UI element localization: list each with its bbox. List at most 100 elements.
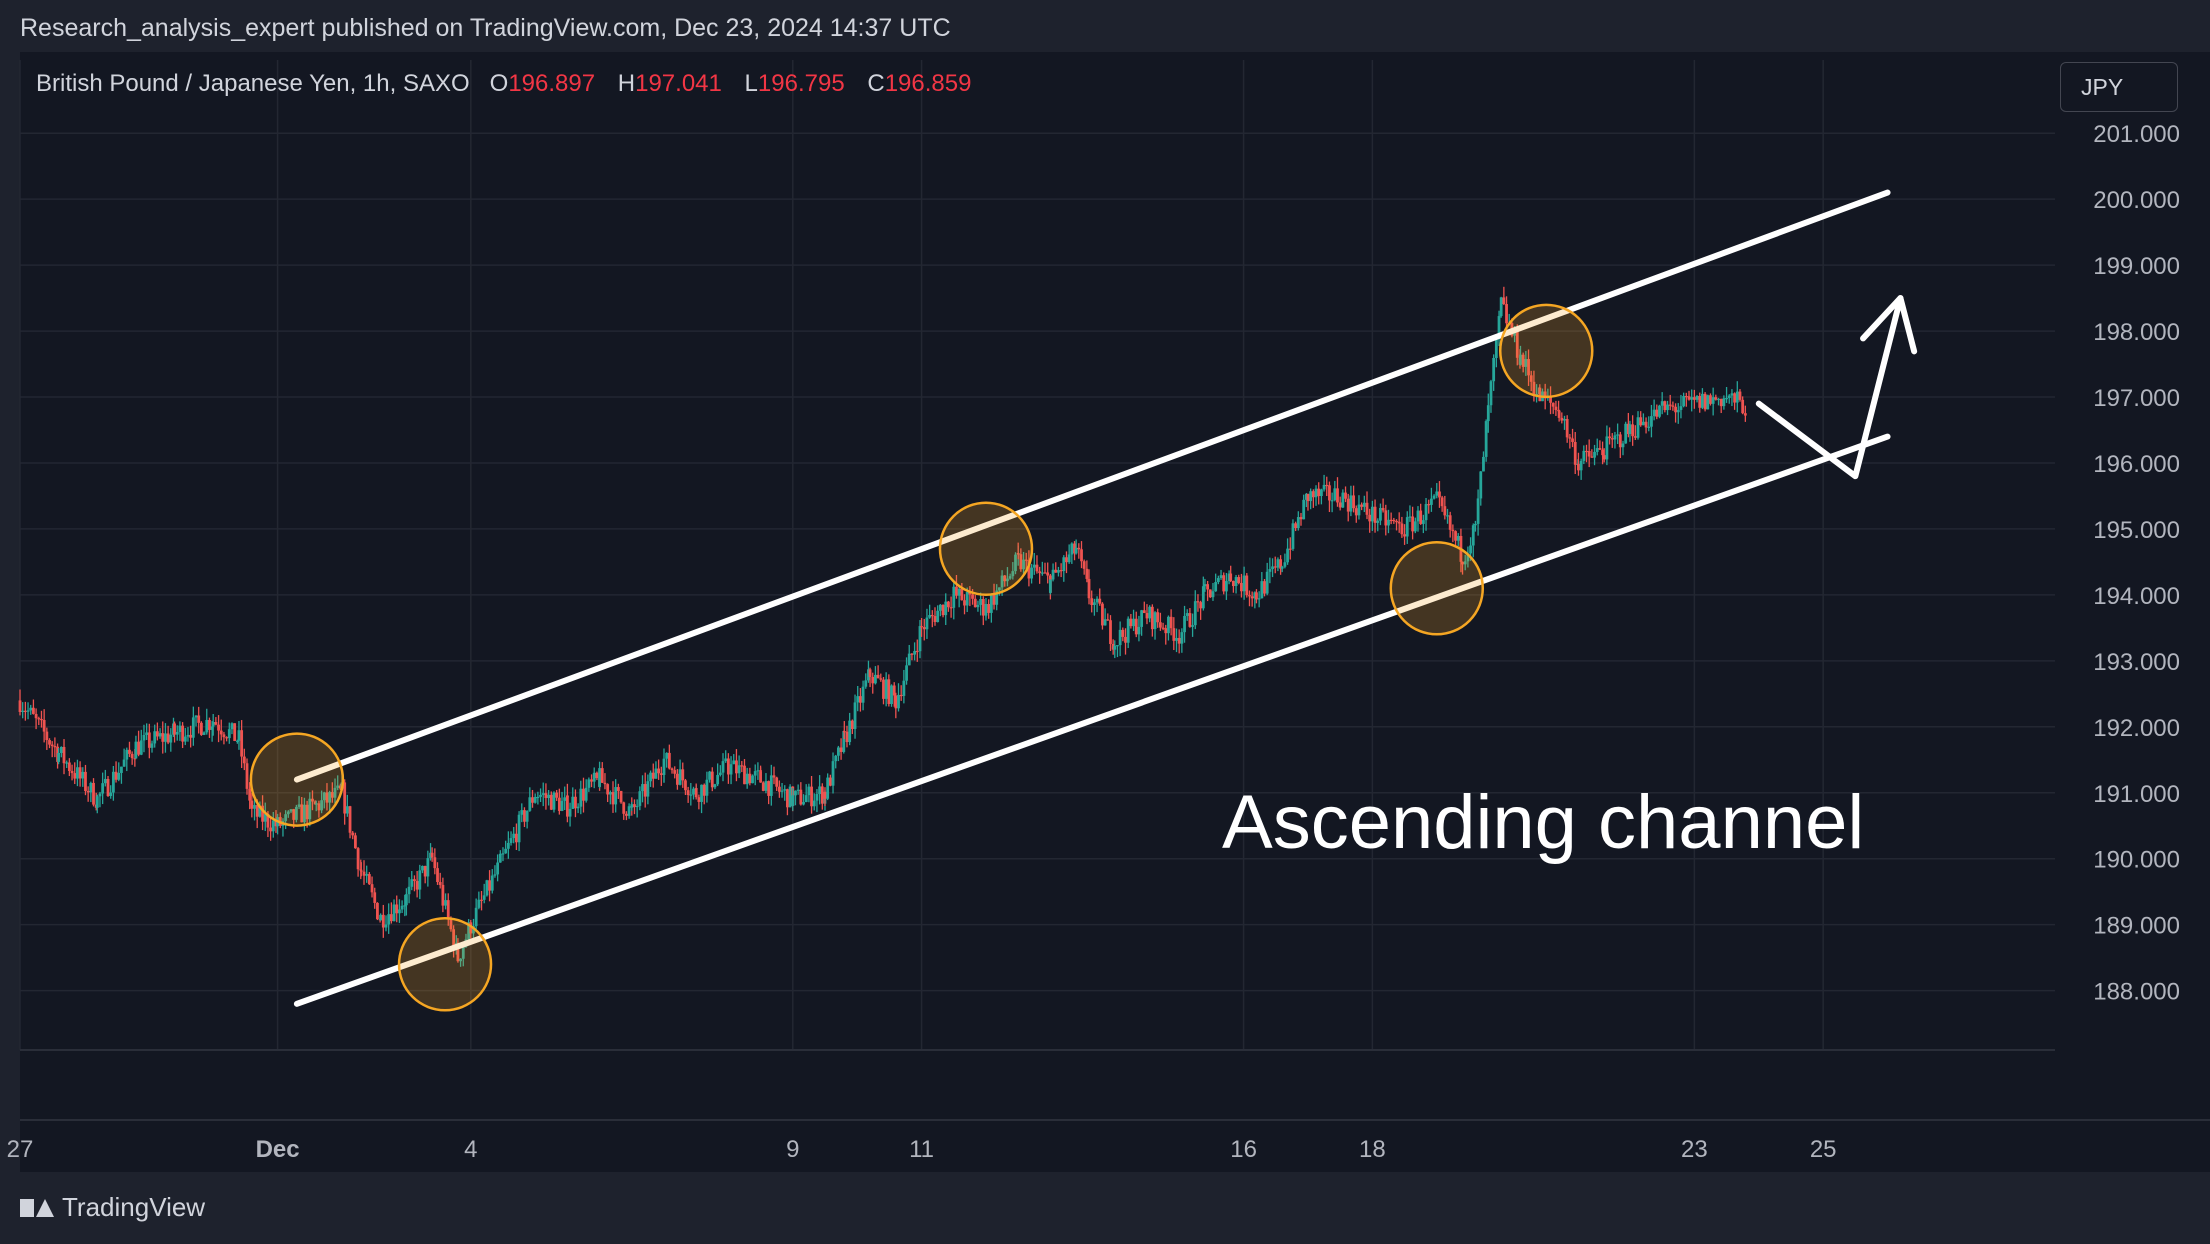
candle xyxy=(328,790,332,814)
candle xyxy=(536,791,540,805)
candle xyxy=(1492,354,1496,391)
candle xyxy=(1403,524,1406,545)
candle xyxy=(1336,477,1339,507)
candle xyxy=(1240,573,1243,598)
candle xyxy=(1579,458,1583,480)
touch-point-marker xyxy=(397,917,493,1012)
candle xyxy=(997,587,1001,596)
candle xyxy=(1624,421,1628,444)
currency-button[interactable]: JPY xyxy=(2060,62,2178,112)
tradingview-logo[interactable]: TradingView xyxy=(20,1192,205,1223)
candle xyxy=(426,850,430,887)
candle xyxy=(1709,393,1712,406)
candle xyxy=(42,709,46,743)
candle xyxy=(376,902,379,921)
candle xyxy=(1365,491,1369,520)
candle xyxy=(804,784,808,803)
candle xyxy=(1302,494,1306,520)
candle xyxy=(1046,562,1050,584)
candle xyxy=(1106,613,1110,621)
candle xyxy=(641,775,644,803)
candle xyxy=(708,770,712,783)
y-tick-label: 196.000 xyxy=(2093,451,2180,478)
candle xyxy=(496,854,500,882)
candle xyxy=(1103,608,1107,626)
candle xyxy=(456,938,460,963)
candle xyxy=(50,741,54,758)
candle xyxy=(1535,384,1538,403)
candle xyxy=(1411,506,1415,540)
candle xyxy=(1092,598,1096,616)
candle xyxy=(947,600,950,612)
candle xyxy=(211,714,215,736)
candle xyxy=(384,915,388,932)
candle xyxy=(186,727,190,742)
y-tick-label: 199.000 xyxy=(2093,253,2180,280)
price-axis[interactable]: 188.000 189.000 190.000 191.000 192.000 193.0… xyxy=(2055,52,2210,1172)
candle xyxy=(1573,432,1577,474)
candle xyxy=(783,785,787,801)
candle xyxy=(820,783,824,810)
candle xyxy=(230,722,234,735)
candle xyxy=(415,870,419,898)
candle xyxy=(864,673,868,689)
candle xyxy=(164,723,167,753)
candle xyxy=(756,762,760,780)
candle xyxy=(122,748,126,767)
candle xyxy=(1191,613,1194,637)
candle xyxy=(1057,566,1060,577)
candle xyxy=(1692,389,1696,409)
candle xyxy=(1349,485,1353,517)
candle xyxy=(1652,399,1656,421)
candle xyxy=(1180,628,1184,653)
candle xyxy=(673,766,677,779)
candle xyxy=(70,764,74,781)
candle xyxy=(446,893,450,926)
candle xyxy=(633,799,636,815)
candle xyxy=(438,872,442,889)
candle xyxy=(430,847,434,862)
candle xyxy=(308,792,312,827)
candle xyxy=(1443,495,1447,520)
candle xyxy=(874,666,877,685)
candle xyxy=(1440,495,1444,512)
candle xyxy=(240,720,244,768)
candle xyxy=(1484,419,1488,462)
candle xyxy=(23,701,27,721)
candle xyxy=(1008,573,1012,580)
candle xyxy=(217,715,220,743)
candle xyxy=(1687,390,1691,401)
candle xyxy=(258,801,262,818)
candle xyxy=(826,773,830,801)
candle xyxy=(1551,402,1555,414)
candle xyxy=(684,778,687,795)
candle xyxy=(1022,551,1025,574)
candle xyxy=(853,694,857,739)
candle xyxy=(1016,542,1020,560)
candle xyxy=(1040,561,1044,576)
candle xyxy=(587,777,591,792)
candle xyxy=(320,790,324,814)
candle xyxy=(84,764,87,796)
candle xyxy=(183,728,187,746)
candle xyxy=(1633,425,1637,441)
candle xyxy=(710,767,714,792)
candle xyxy=(890,684,893,707)
candle xyxy=(92,778,95,807)
candle xyxy=(95,794,99,814)
candle xyxy=(667,744,671,770)
candle xyxy=(1644,417,1648,434)
time-axis[interactable]: 27 Dec 4 9 11 16 18 23 25 xyxy=(7,1049,2210,1163)
candle xyxy=(1639,411,1643,427)
candle xyxy=(590,774,593,788)
candle xyxy=(1118,621,1122,657)
candle xyxy=(73,762,77,785)
candle xyxy=(1463,554,1467,571)
candle xyxy=(1387,509,1390,534)
x-tick-label: 18 xyxy=(1359,1136,1386,1163)
candle xyxy=(839,738,843,760)
candle xyxy=(338,783,342,791)
candle xyxy=(1521,352,1525,373)
candle xyxy=(732,754,736,765)
